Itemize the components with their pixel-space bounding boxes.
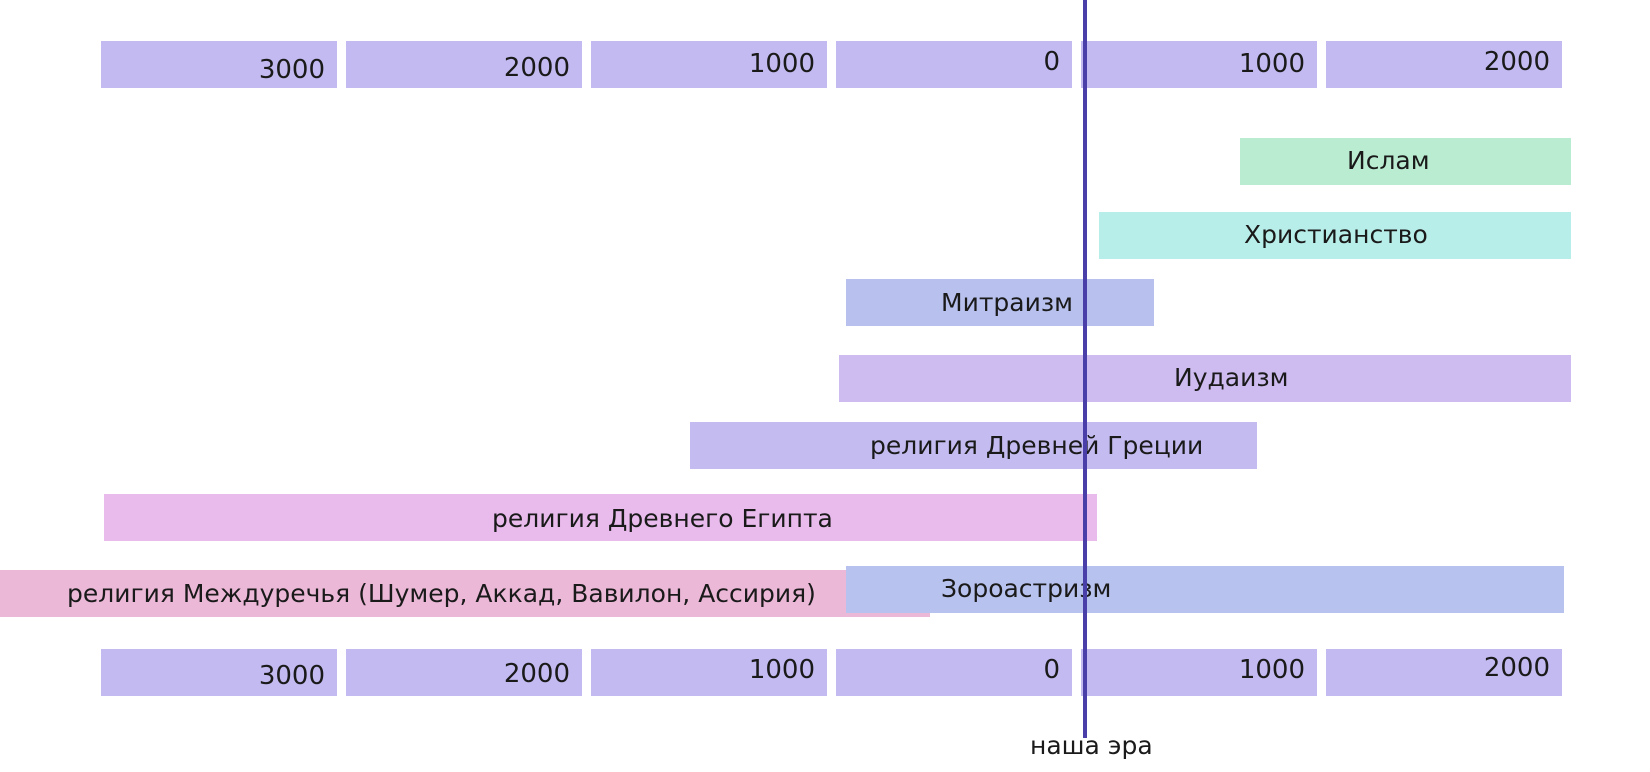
common-era-label: наша эра (1030, 731, 1153, 760)
bar-christianity: Христианство (1099, 212, 1571, 259)
scale-bottom-2000bc: 2000 (346, 649, 582, 696)
scale-top-2000bc: 2000 (346, 41, 582, 88)
scale-top-2000ad: 2000 (1326, 41, 1562, 88)
bar-ancient-egypt: религия Древнего Египта (104, 494, 1097, 541)
label-mesopotamia: религия Междуречья (Шумер, Аккад, Вавило… (67, 579, 816, 608)
bar-islam: Ислам (1240, 138, 1571, 185)
scale-top-3000bc: 3000 (101, 41, 337, 88)
label-islam: Ислам (1347, 146, 1430, 175)
label-judaism: Иудаизм (1174, 363, 1289, 392)
bar-mesopotamia: религия Междуречья (Шумер, Аккад, Вавило… (0, 570, 930, 617)
bar-ancient-greece: религия Древней Греции (690, 422, 1257, 469)
common-era-line (1083, 0, 1087, 738)
label-mithraism: Митраизм (941, 288, 1073, 317)
scale-top-0: 0 (836, 41, 1072, 88)
scale-bottom-1000bc: 1000 (591, 649, 827, 696)
bar-zoroastrianism: Зороастризм (846, 566, 1564, 613)
label-ancient-egypt: религия Древнего Египта (492, 504, 833, 533)
scale-bottom-1000ad: 1000 (1081, 649, 1317, 696)
scale-top-1000bc: 1000 (591, 41, 827, 88)
bar-mithraism: Митраизм (846, 279, 1154, 326)
bar-judaism: Иудаизм (839, 355, 1571, 402)
scale-top-1000ad: 1000 (1081, 41, 1317, 88)
scale-bottom-2000ad: 2000 (1326, 649, 1562, 696)
label-ancient-greece: религия Древней Греции (870, 431, 1204, 460)
scale-bottom-0: 0 (836, 649, 1072, 696)
label-christianity: Христианство (1244, 220, 1428, 249)
scale-bottom-3000bc: 3000 (101, 649, 337, 696)
label-zoroastrianism: Зороастризм (941, 574, 1112, 603)
